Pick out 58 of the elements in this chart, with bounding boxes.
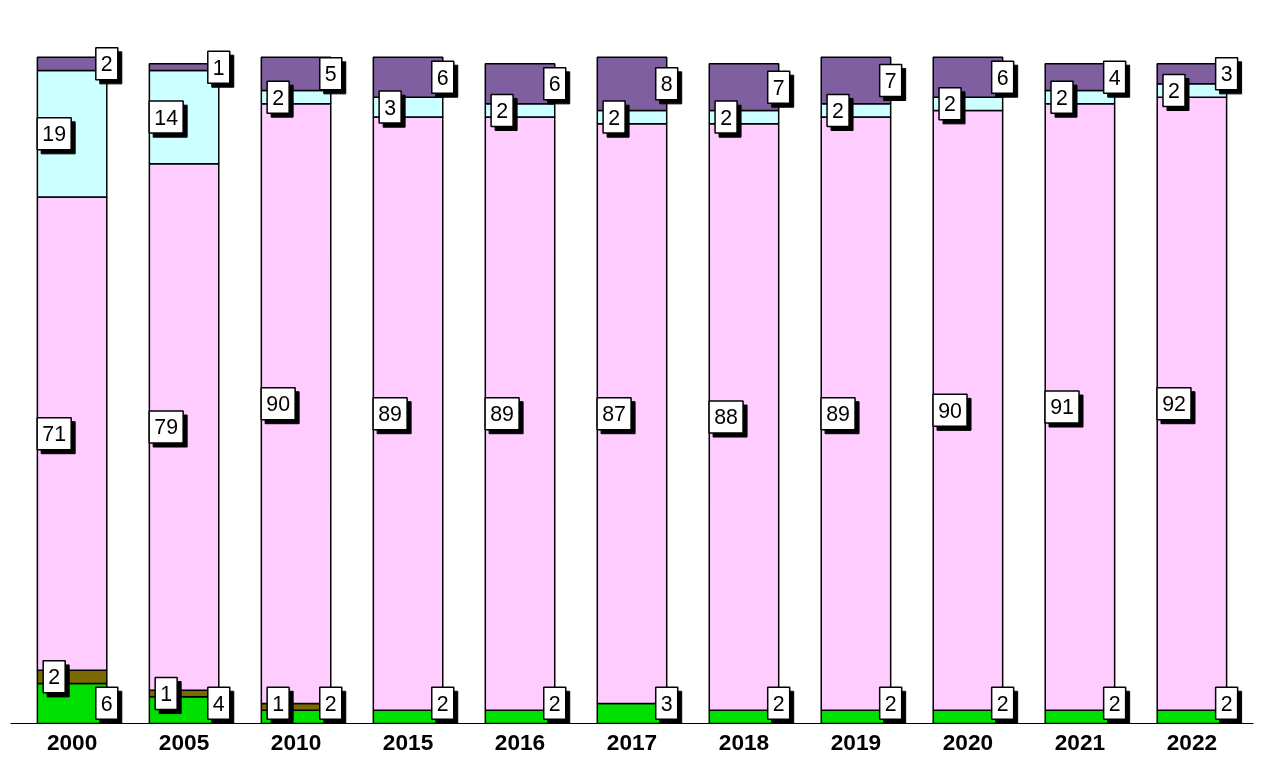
data-label: 2: [1108, 691, 1121, 716]
x-tick-label: 2020: [942, 728, 994, 755]
data-label: 87: [602, 402, 626, 427]
data-label: 3: [384, 95, 397, 120]
x-tick-label: 2015: [382, 728, 434, 755]
data-label: 89: [826, 402, 850, 427]
data-label: 14: [154, 105, 179, 130]
data-label: 79: [154, 415, 179, 440]
data-label: 6: [100, 691, 113, 716]
data-label: 2: [548, 691, 561, 716]
x-tick-label: 2021: [1054, 728, 1106, 755]
data-label: 2: [1056, 85, 1068, 110]
x-tick-label: 2019: [830, 728, 882, 755]
data-label: 2: [436, 691, 449, 716]
data-label: 2: [720, 105, 733, 130]
data-label: 5: [324, 62, 337, 87]
data-label: 2: [832, 98, 844, 123]
data-label: 1: [212, 55, 225, 80]
x-tick-label: 2017: [606, 728, 658, 755]
data-label: 89: [490, 402, 514, 427]
data-label: 8: [660, 72, 673, 97]
data-label: 2: [324, 691, 337, 716]
data-label: 89: [378, 402, 402, 427]
data-label: 6: [996, 65, 1009, 90]
data-label: 88: [714, 405, 738, 430]
data-label: 91: [1050, 395, 1074, 420]
x-tick-label: 2010: [270, 728, 322, 755]
data-label: 2: [100, 52, 113, 77]
data-label: 2: [48, 665, 61, 690]
x-tick-label: 2016: [494, 728, 546, 755]
data-label: 71: [42, 422, 67, 447]
x-tick-label: 2000: [46, 728, 98, 755]
data-label: 1: [272, 691, 285, 716]
data-label: 6: [548, 72, 561, 97]
x-tick-label: 2005: [158, 728, 210, 755]
data-label: 2: [944, 92, 956, 117]
data-label: 7: [772, 75, 785, 100]
data-label: 2: [1168, 78, 1180, 103]
data-label: 4: [1108, 65, 1121, 90]
data-label: 2: [884, 691, 897, 716]
data-label: 2: [272, 85, 285, 110]
data-label: 6: [436, 65, 449, 90]
x-tick-label: 2022: [1166, 728, 1218, 755]
data-label: 3: [1220, 62, 1233, 87]
data-label: 7: [884, 68, 897, 93]
data-label: 90: [266, 392, 291, 417]
data-label: 2: [772, 691, 785, 716]
data-label: 2: [608, 105, 621, 130]
data-label: 19: [42, 122, 67, 147]
data-label: 3: [660, 691, 673, 716]
data-label: 2: [496, 98, 509, 123]
data-label: 90: [938, 398, 963, 423]
data-label: 4: [212, 691, 225, 716]
x-tick-label: 2018: [718, 728, 770, 755]
data-label: 2: [1220, 691, 1233, 716]
data-label: 1: [160, 682, 173, 707]
data-label: 2: [996, 691, 1009, 716]
data-label: 92: [1162, 392, 1186, 417]
